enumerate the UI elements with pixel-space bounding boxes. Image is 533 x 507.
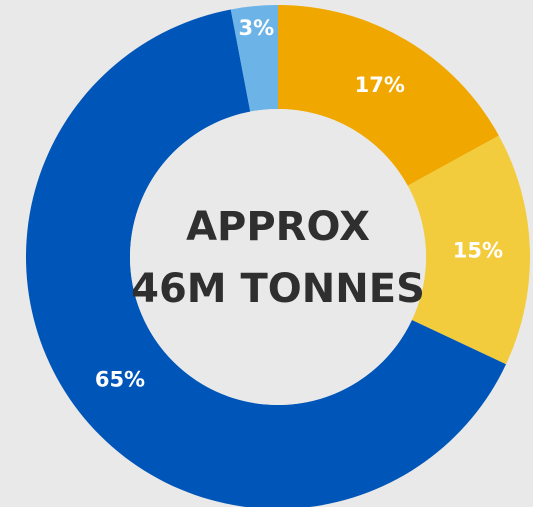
slice-label-1: 17% bbox=[355, 73, 405, 97]
center-label-line-2: 46M TONNES bbox=[131, 266, 425, 312]
center-label-line-1: APPROX bbox=[186, 204, 370, 250]
slices-layer bbox=[26, 5, 530, 507]
donut-slice-2 bbox=[407, 135, 530, 365]
slice-label-2: 15% bbox=[453, 239, 503, 263]
donut-slice-4 bbox=[230, 5, 278, 112]
donut-slice-3 bbox=[26, 9, 507, 507]
slice-label-4: 3% bbox=[239, 16, 275, 40]
slice-label-3: 65% bbox=[95, 368, 145, 392]
center-hole bbox=[130, 109, 426, 405]
slice-labels-layer: 17% 15% 65% 3% bbox=[95, 16, 503, 392]
donut-slice-1 bbox=[278, 5, 499, 186]
